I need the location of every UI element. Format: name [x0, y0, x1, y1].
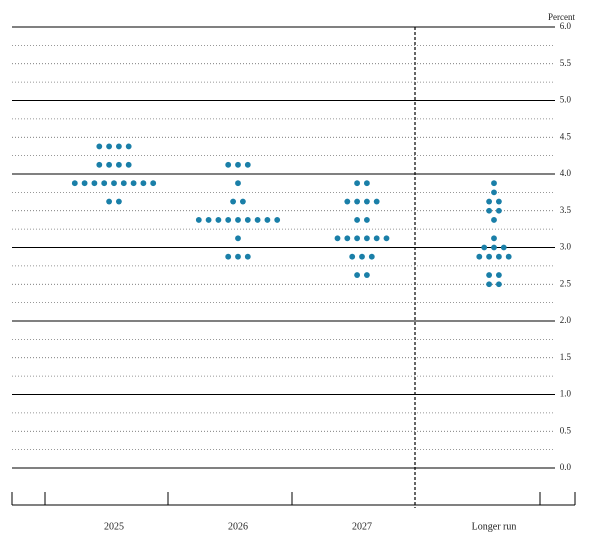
dot [116, 161, 122, 168]
dot [235, 235, 241, 242]
dot [354, 272, 360, 278]
dot [81, 180, 88, 187]
dot [476, 253, 483, 260]
dot [344, 235, 351, 242]
dot [486, 207, 492, 214]
y-tick-label: 5.5 [560, 58, 572, 68]
dot [496, 198, 502, 205]
dot [491, 235, 497, 242]
dot [334, 235, 341, 242]
dot [500, 244, 507, 251]
y-tick-label: 4.0 [560, 168, 572, 178]
dot [505, 253, 512, 260]
dot [491, 189, 497, 196]
y-tick-label: 1.0 [560, 389, 572, 399]
dot [111, 180, 117, 187]
dot [364, 272, 370, 278]
x-tick-label: 2025 [104, 521, 124, 532]
dot [383, 235, 390, 242]
dot [96, 161, 103, 168]
dot [106, 161, 112, 168]
dot [225, 253, 232, 260]
dot [125, 143, 132, 150]
y-tick-label: 2.0 [560, 315, 572, 325]
y-tick-label: 2.5 [560, 278, 572, 288]
dot [116, 198, 122, 205]
y-tick-label: 3.0 [560, 242, 572, 252]
y-tick-label: 0.0 [560, 462, 572, 472]
dot [486, 281, 492, 288]
dot [101, 180, 108, 187]
x-tick-label: Longer run [472, 521, 517, 532]
dot [225, 161, 232, 168]
dot [364, 217, 370, 223]
dot [215, 217, 222, 223]
dot [496, 207, 502, 214]
dot [125, 161, 132, 168]
dot [364, 180, 370, 187]
dot [354, 235, 360, 242]
dot [235, 161, 241, 168]
y-axis-label: Percent [548, 12, 575, 22]
dot [373, 235, 380, 242]
dot [195, 217, 202, 223]
dot [240, 198, 246, 205]
dot [230, 198, 237, 205]
dot [349, 253, 356, 260]
dot [140, 180, 147, 187]
dot [254, 217, 261, 223]
dot [106, 143, 112, 150]
dot [491, 180, 497, 187]
dot [205, 217, 212, 223]
y-tick-label: 3.5 [560, 205, 572, 215]
dot [244, 217, 251, 223]
dot [120, 180, 127, 187]
dot [91, 180, 98, 187]
dot [96, 143, 103, 150]
y-tick-label: 0.5 [560, 425, 572, 435]
dot [373, 198, 380, 205]
dot [496, 272, 502, 278]
dot [359, 253, 365, 260]
x-tick-label: 2027 [352, 521, 372, 532]
dot [364, 235, 370, 242]
y-tick-label: 1.5 [560, 352, 572, 362]
dot [364, 198, 370, 205]
dot [491, 244, 497, 251]
dot [354, 217, 360, 223]
dot [496, 253, 502, 260]
dot [150, 180, 157, 187]
y-tick-label: 4.5 [560, 131, 572, 141]
dot [486, 198, 492, 205]
dot [344, 198, 351, 205]
dot [354, 198, 360, 205]
dot [71, 180, 78, 187]
dot [235, 253, 241, 260]
dot [486, 253, 492, 260]
dot [106, 198, 112, 205]
dot [244, 161, 251, 168]
dot [235, 217, 241, 223]
dot [235, 180, 241, 187]
dot [264, 217, 271, 223]
dot [496, 281, 502, 288]
y-tick-label: 6.0 [560, 21, 572, 31]
dot [354, 180, 360, 187]
x-tick-label: 2026 [228, 521, 248, 532]
dot [244, 253, 251, 260]
dot [368, 253, 375, 260]
dot [491, 217, 497, 223]
y-tick-label: 5.0 [560, 95, 572, 105]
dot [225, 217, 232, 223]
dot [116, 143, 122, 150]
dot [486, 272, 492, 278]
dot [274, 217, 281, 223]
dot [481, 244, 488, 251]
dot [130, 180, 137, 187]
